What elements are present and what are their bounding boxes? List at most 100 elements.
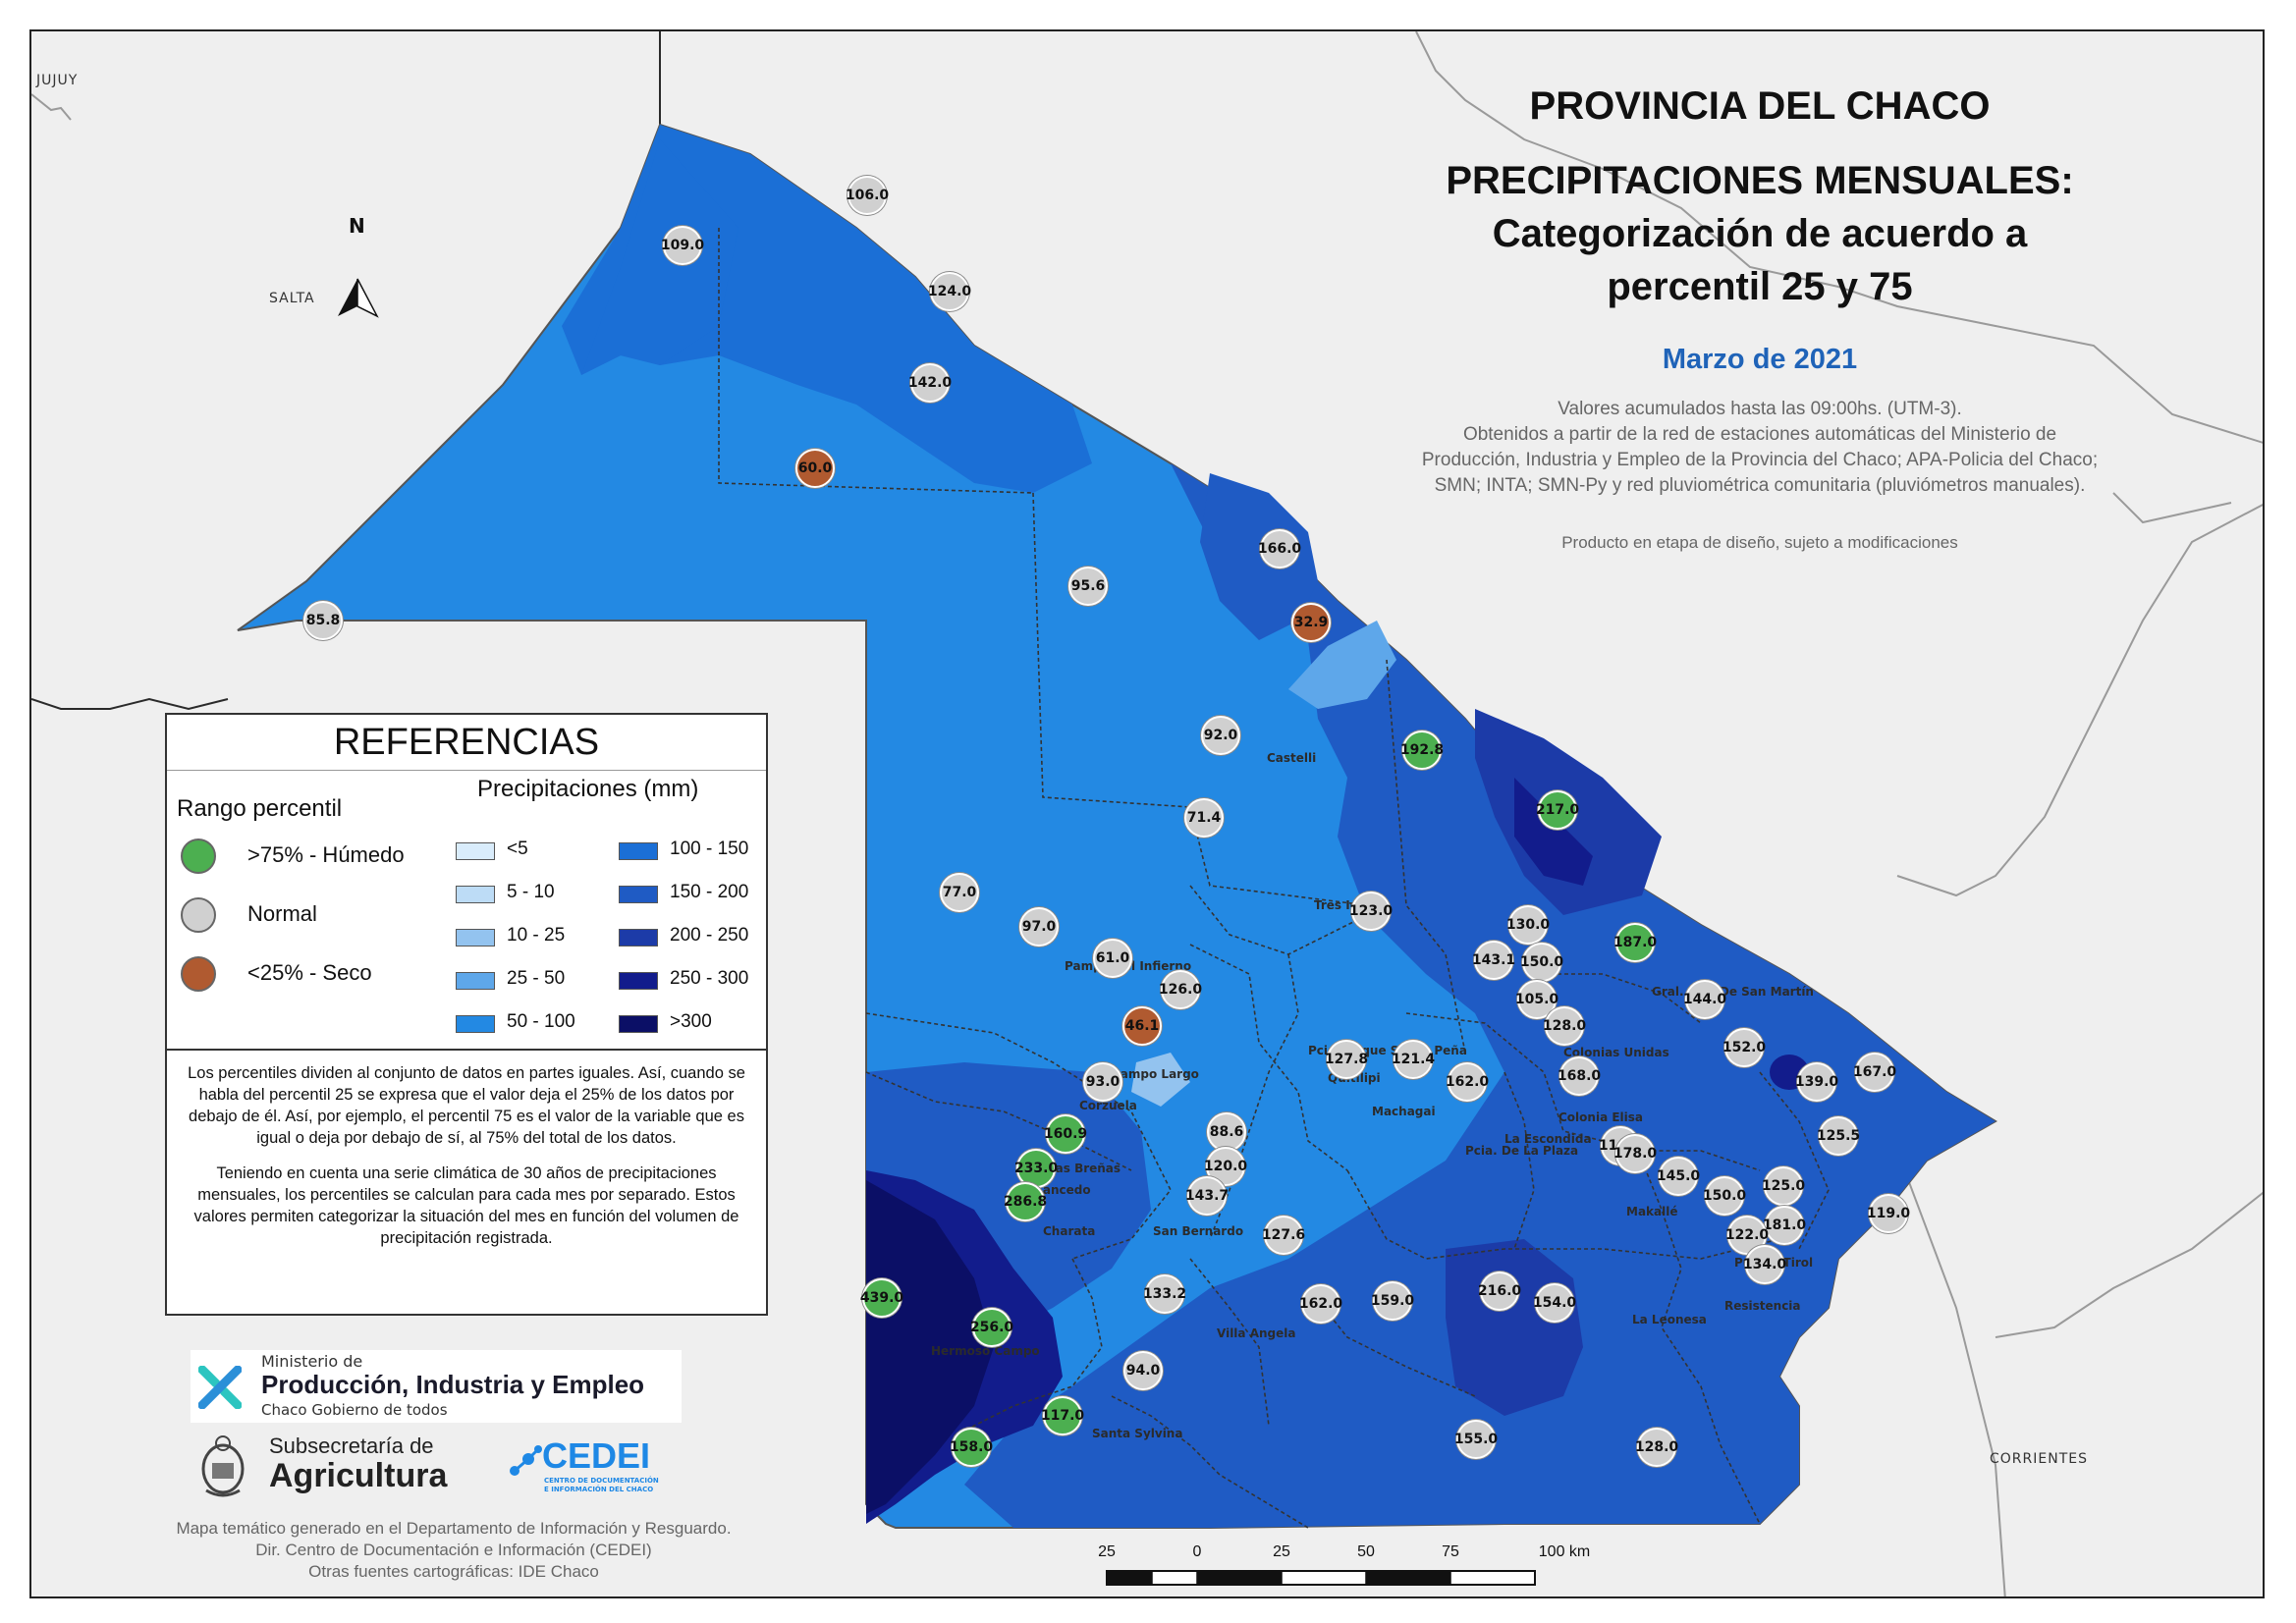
cedei-molecule-icon — [510, 1445, 542, 1476]
station-marker — [1456, 1420, 1496, 1459]
ministry-big: Producción, Industria y Empleo — [261, 1370, 645, 1399]
subsecretaria-logo: Subsecretaría de Agricultura — [198, 1434, 493, 1502]
info-line-1: Valores acumulados hasta las 09:00hs. (U… — [1558, 399, 1962, 419]
title-month: Marzo de 2021 — [1662, 344, 1858, 375]
legend-bin-label: 50 - 100 — [507, 1011, 575, 1032]
legend-bin-label: 250 - 300 — [670, 968, 749, 989]
legend-bin-label: 150 - 200 — [670, 882, 749, 902]
station-marker — [1301, 1284, 1340, 1324]
station-marker — [303, 601, 343, 640]
station-marker — [1615, 923, 1655, 962]
legend-bin-label: 25 - 50 — [507, 968, 566, 989]
legend-swatch — [456, 929, 495, 947]
station-marker — [1187, 1176, 1227, 1216]
town-label: San Bernardo — [1153, 1224, 1244, 1238]
station-marker — [1637, 1428, 1676, 1467]
station-marker — [1765, 1206, 1804, 1245]
legend-percentile-header: Rango percentil — [177, 795, 343, 822]
station-marker — [1480, 1271, 1519, 1311]
station-marker — [1394, 1040, 1433, 1079]
legend-bin-label: 100 - 150 — [670, 839, 749, 859]
station-marker — [1522, 943, 1561, 982]
station-marker — [1068, 567, 1108, 606]
legend-swatch — [619, 886, 658, 903]
info-line-2: Obtenidos a partir de la red de estacion… — [1462, 424, 2057, 445]
ministry-sub: Chaco Gobierno de todos — [261, 1401, 448, 1419]
subsec-big: Agricultura — [269, 1457, 448, 1494]
title-main: PRECIPITACIONES MENSUALES: — [1446, 159, 2074, 202]
legend-bin-label: 5 - 10 — [507, 882, 555, 902]
station-marker — [1869, 1194, 1908, 1233]
town-label: Hermoso Campo — [931, 1344, 1040, 1358]
station-marker — [1260, 529, 1299, 568]
station-marker — [1006, 1182, 1045, 1221]
station-marker — [1043, 1396, 1082, 1435]
station-marker — [1855, 1053, 1894, 1092]
note-paragraph-1: Los percentiles dividen al conjunto de d… — [188, 1064, 745, 1147]
station-marker — [1122, 1006, 1162, 1046]
title-sub-2: percentil 25 y 75 — [1607, 265, 1913, 308]
station-marker — [1615, 1134, 1655, 1173]
station-marker — [1538, 790, 1577, 830]
town-label: Santa Sylvina — [1092, 1427, 1183, 1440]
station-marker — [1327, 1040, 1366, 1079]
credits-line-1: Mapa temático generado en el Departament… — [176, 1519, 732, 1538]
station-marker — [1402, 730, 1442, 770]
town-label: Resistencia — [1724, 1299, 1801, 1313]
legend-panel: REFERENCIAS Rango percentil Precipitacio… — [165, 713, 768, 1055]
scale-label: 25 — [1098, 1543, 1116, 1560]
station-marker — [1474, 941, 1513, 980]
station-marker — [1264, 1216, 1303, 1255]
station-marker — [795, 449, 835, 488]
station-marker — [1207, 1112, 1246, 1152]
town-label: Villa Angela — [1217, 1326, 1296, 1340]
scale-label: 25 — [1273, 1543, 1290, 1560]
station-marker — [1685, 980, 1724, 1019]
town-label: Machagai — [1372, 1105, 1436, 1118]
station-marker — [1046, 1114, 1085, 1154]
station-marker — [1019, 907, 1059, 947]
station-marker — [1184, 798, 1224, 838]
region-salta: SALTA — [269, 291, 315, 306]
subsec-small: Subsecretaría de — [269, 1434, 434, 1458]
legend-bin-label: 10 - 25 — [507, 925, 566, 946]
town-label: Campo Largo — [1112, 1067, 1199, 1081]
legend-swatch — [619, 1015, 658, 1033]
station-marker — [972, 1308, 1011, 1347]
north-label: N — [349, 214, 365, 238]
scale-label: 0 — [1192, 1543, 1202, 1560]
town-label: Castelli — [1267, 751, 1317, 765]
station-marker — [1659, 1157, 1698, 1196]
station-marker — [1201, 716, 1240, 755]
station-marker — [940, 873, 979, 912]
north-arrow-icon — [338, 278, 379, 318]
town-label: Gral. José De San Martín — [1652, 985, 1814, 999]
region-jujuy: JUJUY — [36, 73, 79, 88]
scale-label: 50 — [1357, 1543, 1375, 1560]
station-marker — [1093, 939, 1132, 978]
province-map — [31, 31, 2263, 1596]
info-line-4: SMN; INTA; SMN-Py y red pluviométrica co… — [1434, 475, 2086, 496]
station-marker — [1545, 1006, 1584, 1046]
station-marker — [1083, 1062, 1122, 1102]
legend-swatch — [456, 1015, 495, 1033]
legend-wet-label: >75% - Húmedo — [247, 842, 405, 867]
station-marker — [1559, 1056, 1599, 1096]
map-frame: JUJUY SALTA CORRIENTES N PROVINCIA DEL C… — [29, 29, 2265, 1598]
station-marker — [1016, 1149, 1056, 1188]
scale-label: 100 km — [1538, 1543, 1591, 1560]
ministry-logo: Ministerio de Producción, Industria y Em… — [191, 1350, 682, 1423]
legend-bin-label: <5 — [507, 839, 528, 859]
station-marker — [1123, 1351, 1163, 1390]
town-label: Corzuela — [1079, 1099, 1137, 1112]
station-marker — [847, 176, 887, 215]
town-label: La Leonesa — [1632, 1313, 1707, 1326]
town-label: Colonia Elisa — [1558, 1110, 1644, 1124]
town-label: Makallé — [1626, 1205, 1678, 1218]
town-label: Colonias Unidas — [1563, 1046, 1669, 1059]
legend-swatch — [456, 886, 495, 903]
legend-swatch — [456, 842, 495, 860]
station-marker — [862, 1278, 902, 1318]
legend-bin-label: 200 - 250 — [670, 925, 749, 946]
legend-precip-header: Precipitaciones (mm) — [477, 776, 699, 802]
